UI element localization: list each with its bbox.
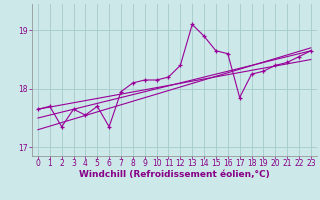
X-axis label: Windchill (Refroidissement éolien,°C): Windchill (Refroidissement éolien,°C)	[79, 170, 270, 179]
